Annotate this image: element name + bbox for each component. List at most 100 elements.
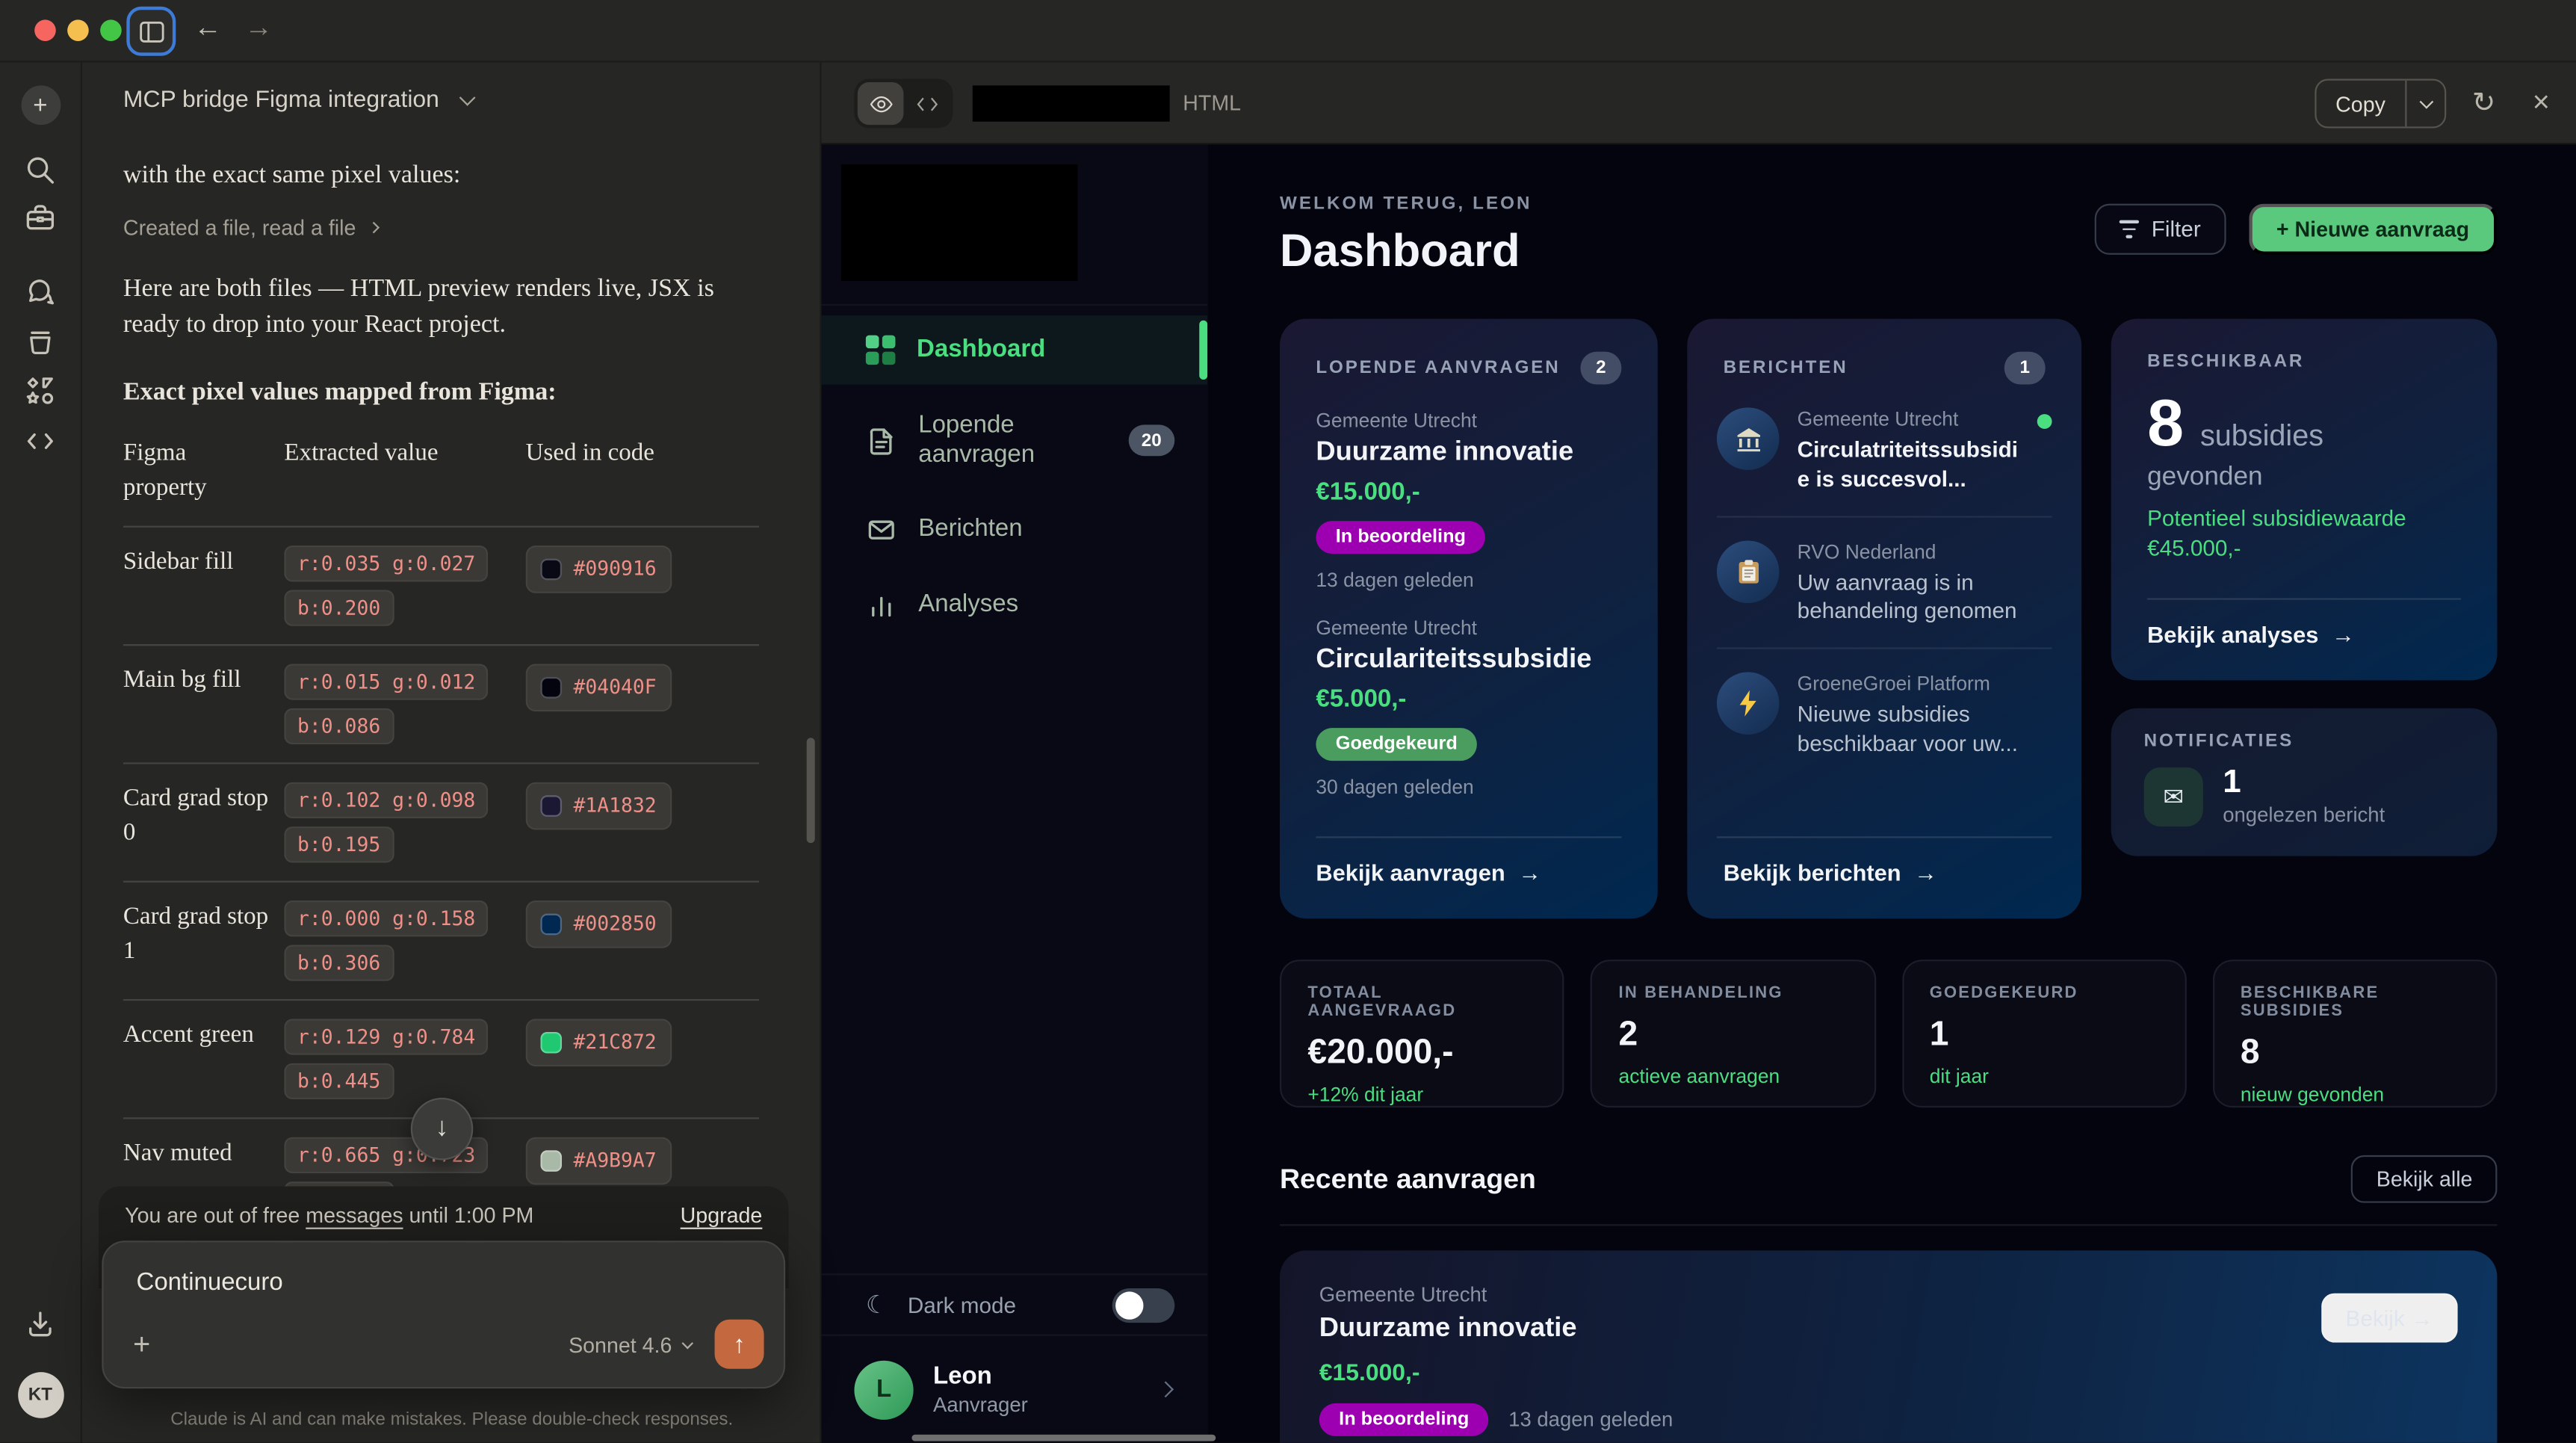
stat-label: TOTAAL AANGEVRAAGD	[1307, 984, 1457, 1021]
user-profile-row[interactable]: L Leon Aanvrager	[821, 1334, 1208, 1443]
chat-scrollbar-thumb[interactable]	[806, 738, 815, 844]
close-window-button[interactable]	[34, 19, 56, 41]
stat-label: IN BEHANDELING	[1618, 984, 1783, 1003]
moon-icon: ☾	[865, 1291, 888, 1320]
nav-item-berichten[interactable]: Berichten	[821, 496, 1207, 562]
dark-mode-toggle[interactable]	[1112, 1287, 1175, 1323]
nav-item-lopende-aanvragen[interactable]: Lopende aanvragen 20	[821, 395, 1207, 486]
view-messages-link[interactable]: Bekijk berichten →	[1723, 859, 1937, 886]
toolbox-icon[interactable]	[25, 202, 56, 233]
envelope-icon	[866, 513, 897, 545]
nav-label: Dashboard	[917, 335, 1046, 363]
request-item[interactable]: Gemeente Utrecht Circulariteitssubsidie …	[1316, 617, 1621, 799]
download-icon[interactable]	[25, 1308, 56, 1339]
view-requests-link[interactable]: Bekijk aanvragen →	[1316, 859, 1542, 886]
new-chat-button[interactable]: +	[20, 85, 61, 126]
bank-icon	[1716, 407, 1780, 470]
chat-transcript[interactable]: with the exact same pixel values: Create…	[82, 138, 822, 1187]
zoom-window-button[interactable]	[100, 19, 122, 41]
card-label: NOTIFICATIES	[2143, 731, 2294, 751]
request-age: 13 dagen geleden	[1316, 568, 1474, 592]
column-header: Figma property	[123, 440, 207, 501]
chevron-down-icon	[681, 1336, 694, 1349]
search-icon[interactable]	[25, 155, 56, 186]
arrow-down-icon: ↓	[435, 1113, 449, 1143]
notification-count: 1	[2223, 764, 2241, 800]
value-chip: b:0.306	[284, 945, 394, 981]
message-item[interactable]: RVO Nederland Uw aanvraag is in behandel…	[1716, 540, 2052, 650]
titlebar: ← →	[0, 0, 2576, 63]
table-row: Accent green r:0.129 g:0.784 b:0.445 #21C…	[123, 1001, 759, 1119]
chats-icon[interactable]	[25, 276, 56, 307]
arrow-right-icon: →	[2332, 621, 2355, 648]
request-title: Circulariteitssubsidie	[1316, 643, 1592, 674]
request-item[interactable]: Gemeente Utrecht Duurzame innovatie €15.…	[1316, 410, 1621, 592]
close-preview-button[interactable]: ×	[2532, 85, 2550, 119]
notification-sub: ongelezen bericht	[2223, 803, 2385, 827]
hex-chip: #21C872	[525, 1019, 672, 1067]
message-text: Uw aanvraag is in behandeling genomen	[1797, 569, 2017, 624]
upgrade-link[interactable]: Upgrade	[680, 1202, 763, 1228]
chevron-right-icon	[367, 221, 380, 234]
back-button[interactable]: ←	[193, 11, 222, 43]
active-indicator	[1199, 320, 1208, 380]
table-row: Nav muted r:0.665 g:0.723b:0.655 #A9B9A7	[123, 1119, 759, 1187]
shapes-icon[interactable]	[25, 374, 56, 406]
view-request-button[interactable]: Bekijk →	[2320, 1293, 2458, 1343]
model-selector[interactable]: Sonnet 4.6	[569, 1332, 694, 1356]
table-row: Card grad stop 1 r:0.000 g:0.158b:0.306 …	[123, 883, 759, 1001]
copy-options-button[interactable]	[2407, 81, 2445, 127]
lightning-icon	[1716, 672, 1780, 735]
new-request-button[interactable]: + Nieuwe aanvraag	[2248, 203, 2498, 255]
status-badge: In beoordeling	[1316, 521, 1486, 554]
refresh-button[interactable]: ↻	[2471, 87, 2496, 119]
projects-box-icon[interactable]	[25, 325, 56, 356]
preview-horizontal-scrollbar-thumb[interactable]	[911, 1434, 1216, 1442]
chevron-down-icon	[2418, 93, 2433, 108]
status-badge: In beoordeling	[1319, 1403, 1489, 1436]
composer-input[interactable]: Continuecuro	[136, 1268, 283, 1297]
artifact-preview-panel: HTML Copy ↻ × Dashboard	[821, 62, 2576, 1443]
request-title: Duurzame innovatie	[1316, 436, 1574, 467]
message-composer[interactable]: Continuecuro + Sonnet 4.6 ↑	[102, 1240, 786, 1389]
message-item[interactable]: Gemeente Utrecht Circulatriteitssubsidie…	[1716, 407, 2052, 517]
code-icon	[916, 96, 938, 111]
filter-button[interactable]: Filter	[2093, 203, 2226, 255]
nav-count-badge: 20	[1128, 424, 1175, 457]
toggle-knob	[1115, 1291, 1144, 1319]
available-subsidies-card: BESCHIKBAAR 8 subsidies gevonden Potenti…	[2111, 318, 2498, 681]
clipboard-icon	[1716, 540, 1780, 603]
color-swatch	[540, 558, 563, 581]
conversation-title-dropdown[interactable]: MCP bridge Figma integration	[82, 63, 820, 138]
stat-label: GOEDGEKEURD	[1929, 984, 2078, 1003]
message-text: Circulatriteitssubsidie is succesvol...	[1797, 436, 2018, 492]
copy-button[interactable]: Copy	[2335, 91, 2385, 117]
sidebar-toggle-button[interactable]	[126, 6, 176, 56]
view-analyses-link[interactable]: Bekijk analyses →	[2147, 621, 2355, 648]
tool-use-link[interactable]: Created a file, read a file	[123, 215, 759, 240]
send-button[interactable]: ↑	[714, 1319, 764, 1369]
hex-chip: #090916	[525, 546, 672, 593]
mail-icon: ✉	[2143, 766, 2203, 826]
plus-icon: +	[33, 91, 48, 120]
preview-tab[interactable]	[857, 81, 904, 126]
nav-label: Lopende aanvragen	[918, 410, 1035, 469]
view-all-button[interactable]: Bekijk alle	[2351, 1155, 2498, 1203]
nav-item-dashboard[interactable]: Dashboard	[821, 315, 1208, 385]
property-cell: Sidebar fill	[123, 549, 234, 575]
document-icon	[866, 424, 897, 456]
stat-sub: dit jaar	[1929, 1064, 1989, 1088]
code-icon[interactable]	[25, 426, 56, 457]
nav-item-analyses[interactable]: Analyses	[821, 572, 1207, 637]
message-item[interactable]: GroeneGroei Platform Nieuwe subsidies be…	[1716, 672, 2052, 780]
attach-button[interactable]: +	[133, 1326, 151, 1360]
forward-button[interactable]: →	[244, 11, 273, 43]
recent-request-card[interactable]: Gemeente Utrecht Duurzame innovatie €15.…	[1280, 1250, 2498, 1443]
available-sub: gevonden	[2147, 463, 2263, 492]
code-tab[interactable]	[903, 82, 950, 125]
message-org: RVO Nederland	[1797, 540, 1936, 563]
scroll-to-bottom-button[interactable]: ↓	[410, 1097, 474, 1161]
minimize-window-button[interactable]	[67, 19, 89, 41]
stats-row: TOTAAL AANGEVRAAGD €20.000,- +12% dit ja…	[1280, 960, 2498, 1108]
user-avatar[interactable]: KT	[17, 1372, 64, 1418]
